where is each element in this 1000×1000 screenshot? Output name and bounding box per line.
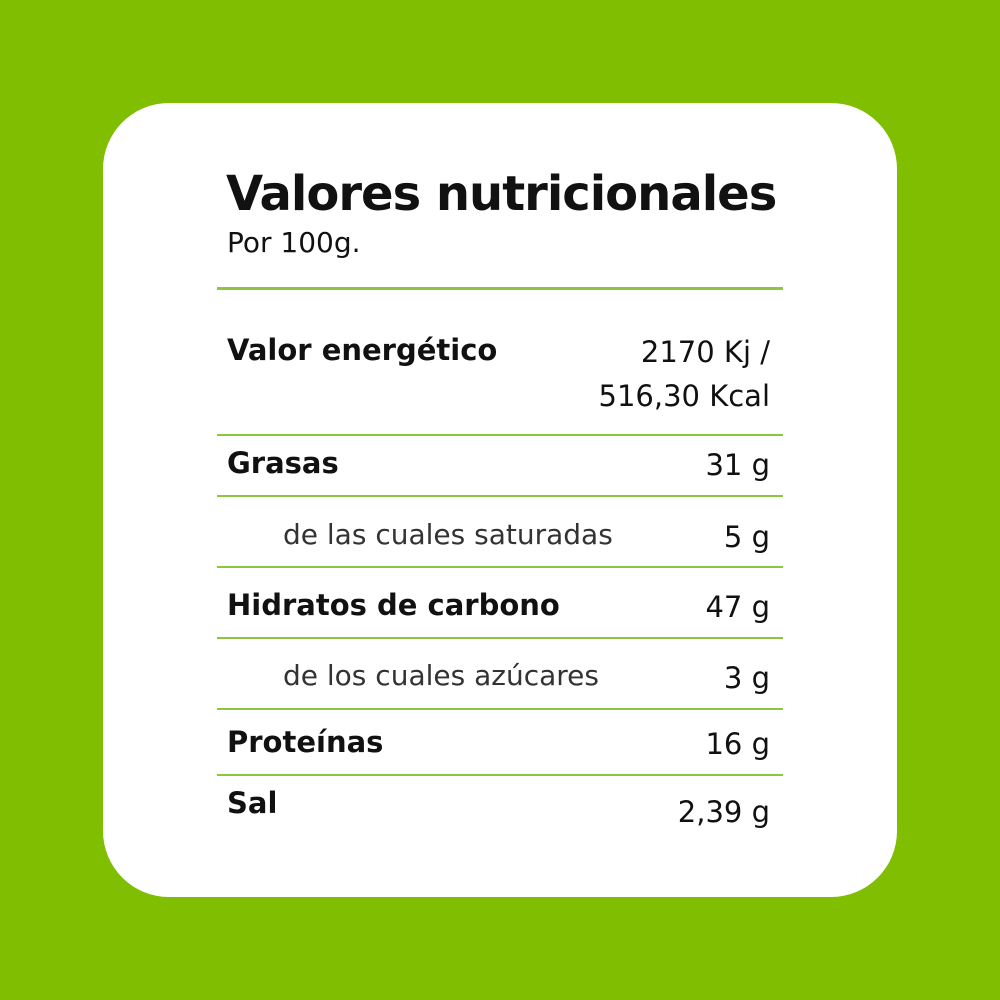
nutrition-card [103,103,897,897]
row-value-sugars: 3 g [723,661,770,695]
row-label-fat: Grasas [227,446,339,480]
row-value-fat: 31 g [705,448,770,482]
page-title: Valores nutricionales [226,166,777,222]
divider [217,495,783,497]
row-label-sugars: de los cuales azúcares [283,659,599,692]
row-value-protein: 16 g [705,727,770,761]
row-label-carbs: Hidratos de carbono [227,588,560,622]
energy-kcal: 516,30 Kcal [598,379,770,413]
divider [217,434,783,436]
subtitle: Por 100g. [227,226,361,259]
energy-kj: 2170 Kj / [640,335,770,369]
divider [217,774,783,776]
divider [217,708,783,710]
row-label-energy: Valor energético [227,333,498,367]
row-value-energy: 2170 Kj / 516,30 Kcal [599,330,770,418]
divider [217,287,783,290]
row-label-protein: Proteínas [227,725,384,759]
row-value-saturated: 5 g [723,520,770,554]
row-value-salt: 2,39 g [677,795,770,829]
divider [217,637,783,639]
row-value-carbs: 47 g [705,590,770,624]
row-label-salt: Sal [227,786,278,820]
row-label-saturated: de las cuales saturadas [283,518,613,551]
divider [217,566,783,568]
